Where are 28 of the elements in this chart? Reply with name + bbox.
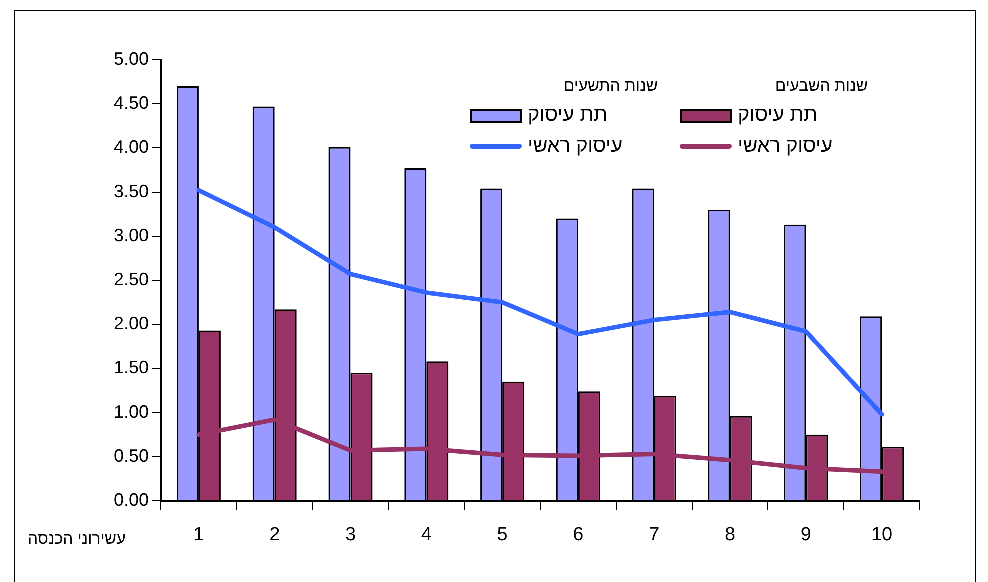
annotation: שנות התשעים (562, 78, 659, 96)
x-tick-label: 2 (270, 524, 280, 546)
y-tick-label: 3.00 (114, 225, 149, 246)
y-tick-label: 5.00 (114, 48, 149, 69)
y-tick-label: 2.00 (114, 314, 149, 334)
x-tick-label: 7 (649, 524, 660, 546)
legend-label: תת עיסוק (528, 104, 608, 127)
y-tick-label: 1.00 (114, 402, 149, 422)
x-tick-label: 4 (421, 524, 432, 546)
legend-label: עיסוק ראשי (738, 135, 833, 158)
x-tick-label: 8 (724, 524, 736, 546)
x-axis-title: עשירוני הכנסה (28, 531, 126, 549)
y-tick-label: 0.00 (114, 490, 149, 510)
y-tick-label: 4.50 (114, 93, 149, 114)
x-tick-label: 9 (800, 524, 812, 546)
x-tick-label: 6 (573, 524, 584, 546)
legend-label: עיסוק ראשי (528, 135, 623, 158)
y-tick-label: 1.50 (114, 358, 149, 378)
y-tick-label: 3.50 (114, 181, 149, 202)
y-tick-label: 0.50 (114, 446, 149, 466)
annotation: שנות השבעים (774, 78, 869, 96)
y-tick-label: 2.50 (114, 269, 149, 290)
x-tick-label: 1 (194, 524, 204, 546)
y-tick-label: 4.00 (114, 137, 149, 158)
x-tick-label: 3 (345, 524, 356, 546)
x-tick-label: 5 (497, 524, 508, 546)
legend-label: תת עיסוק (738, 104, 818, 127)
x-tick-label: 10 (871, 524, 893, 546)
